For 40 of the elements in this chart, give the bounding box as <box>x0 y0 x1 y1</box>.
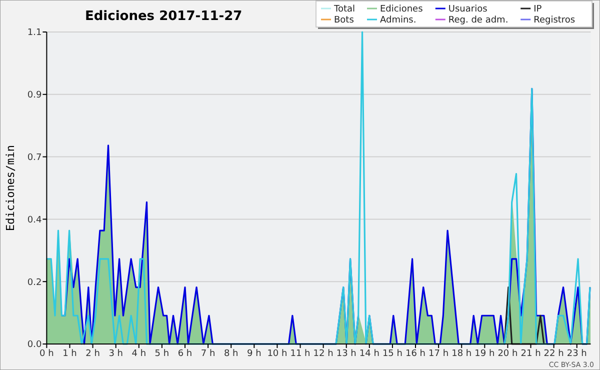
legend-label: Bots <box>334 16 354 26</box>
x-tick-label: 16 h <box>406 349 426 359</box>
legend-label: Usuarios <box>448 4 488 15</box>
x-tick-label: 8 h <box>224 349 238 359</box>
legend-label: IP <box>534 4 542 15</box>
x-tick-label: 7 h <box>200 349 216 359</box>
x-tick-label: 6 h <box>178 349 192 359</box>
y-tick-label: 0.4 <box>27 215 42 226</box>
x-tick-label: 0 h <box>40 349 54 359</box>
y-tick-label: 0.2 <box>27 278 42 288</box>
x-tick-label: 2 h <box>86 349 100 359</box>
x-tick-label: 3 h <box>108 349 123 359</box>
legend-label: Reg. de adm. <box>448 16 508 26</box>
x-tick-label: 9 h <box>247 349 262 359</box>
y-tick-label: 0.9 <box>27 90 42 101</box>
x-tick-label: 18 h <box>452 349 472 359</box>
x-tick-label: 13 h <box>336 349 356 359</box>
y-tick-label: 1.1 <box>27 28 42 38</box>
y-tick-label: 0.0 <box>27 340 42 350</box>
x-tick-label: 21 h <box>520 349 541 359</box>
y-axis-title: Ediciones/min <box>4 144 17 232</box>
chart-title: Ediciones 2017-11-27 <box>85 9 242 24</box>
y-tick-label: 0.7 <box>27 152 42 163</box>
x-tick-label: 11 h <box>290 349 310 359</box>
x-tick-label: 19 h <box>474 349 495 359</box>
x-tick-label: 4 h <box>132 349 146 359</box>
x-tick-label: 22 h <box>544 349 564 359</box>
x-tick-label: 1 h <box>62 349 77 359</box>
x-tick-label: 12 h <box>313 349 334 359</box>
legend-label: Registros <box>534 16 576 26</box>
x-tick-label: 23 h <box>566 349 587 359</box>
x-tick-label: 20 h <box>498 349 518 359</box>
x-tick-label: 17 h <box>428 349 449 359</box>
x-tick-label: 5 h <box>154 349 170 359</box>
x-tick-label: 10 h <box>267 349 288 359</box>
x-tick-label: 14 h <box>359 349 380 359</box>
legend-label: Admins. <box>380 16 416 26</box>
legend-label: Total <box>333 4 356 15</box>
legend-label: Ediciones <box>380 4 424 15</box>
x-tick-label: 15 h <box>382 349 402 359</box>
